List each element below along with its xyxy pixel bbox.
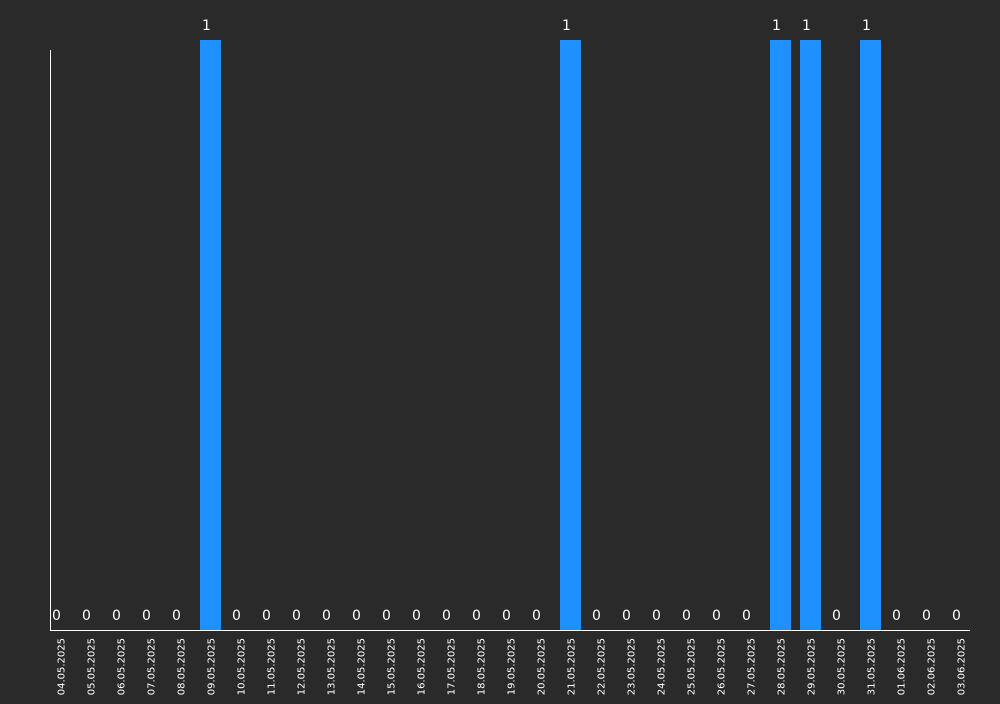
bar-value-label: 0 [742, 608, 751, 624]
x-tick-label: 17.05.2025 [447, 638, 458, 695]
x-tick-label: 01.06.2025 [897, 638, 908, 695]
bar-value-label: 0 [322, 608, 331, 624]
x-tick-label: 02.06.2025 [927, 638, 938, 695]
x-tick-label: 18.05.2025 [477, 638, 488, 695]
bar-value-label: 0 [922, 608, 931, 624]
x-tick-label: 04.05.2025 [57, 638, 68, 695]
bar-value-label: 0 [592, 608, 601, 624]
value-labels-layer: 0 0 0 0 0 1 0 0 0 0 0 0 0 0 0 0 0 1 0 0 0 0 0 0 1 1 0 1 0 0 0 [52, 18, 961, 624]
bar-value-label: 0 [262, 608, 271, 624]
bar-value-label: 0 [82, 608, 91, 624]
bar [860, 40, 881, 630]
x-tick-label: 15.05.2025 [387, 638, 398, 695]
bar [800, 40, 821, 630]
bar [200, 40, 221, 630]
bar [770, 40, 791, 630]
x-tick-label: 23.05.2025 [627, 638, 638, 695]
x-tick-label: 19.05.2025 [507, 638, 518, 695]
bar-value-label: 0 [232, 608, 241, 624]
x-tick-label: 29.05.2025 [807, 638, 818, 695]
bar-value-label: 0 [622, 608, 631, 624]
x-tick-label: 14.05.2025 [357, 638, 368, 695]
bar-value-label: 1 [562, 18, 571, 34]
bar-value-label: 0 [532, 608, 541, 624]
bar-value-label: 0 [172, 608, 181, 624]
x-tick-label: 26.05.2025 [717, 638, 728, 695]
bar-value-label: 0 [352, 608, 361, 624]
x-tick-label: 28.05.2025 [777, 638, 788, 695]
bar-value-label: 1 [772, 18, 781, 34]
x-tick-label: 30.05.2025 [837, 638, 848, 695]
bar-value-label: 1 [862, 18, 871, 34]
x-tick-label: 31.05.2025 [867, 638, 878, 695]
x-tick-label: 10.05.2025 [237, 638, 248, 695]
bar-value-label: 1 [802, 18, 811, 34]
bar-value-label: 0 [472, 608, 481, 624]
bar-value-label: 0 [382, 608, 391, 624]
x-tick-label: 16.05.2025 [417, 638, 428, 695]
x-tick-label: 22.05.2025 [597, 638, 608, 695]
x-tick-label: 07.05.2025 [147, 638, 158, 695]
x-tick-label: 06.05.2025 [117, 638, 128, 695]
bar-value-label: 0 [832, 608, 841, 624]
x-tick-label: 11.05.2025 [267, 638, 278, 695]
x-tick-label: 24.05.2025 [657, 638, 668, 695]
x-tick-label: 03.06.2025 [957, 638, 968, 695]
bar-value-label: 0 [112, 608, 121, 624]
bar [560, 40, 581, 630]
bar-value-label: 0 [892, 608, 901, 624]
bars-layer [200, 40, 881, 630]
bar-value-label: 0 [142, 608, 151, 624]
bar-value-label: 0 [952, 608, 961, 624]
bar-value-label: 0 [442, 608, 451, 624]
x-tick-label: 05.05.2025 [87, 638, 98, 695]
bar-value-label: 0 [52, 608, 61, 624]
x-tick-labels-layer: 04.05.2025 05.05.2025 06.05.2025 07.05.2025… [57, 638, 968, 695]
bar-value-label: 0 [502, 608, 511, 624]
x-tick-label: 12.05.2025 [297, 638, 308, 695]
x-tick-label: 09.05.2025 [207, 638, 218, 695]
bar-value-label: 0 [712, 608, 721, 624]
bar-value-label: 1 [202, 18, 211, 34]
bar-value-label: 0 [682, 608, 691, 624]
x-tick-label: 13.05.2025 [327, 638, 338, 695]
x-tick-label: 21.05.2025 [567, 638, 578, 695]
bar-value-label: 0 [292, 608, 301, 624]
x-tick-label: 08.05.2025 [177, 638, 188, 695]
bar-value-label: 0 [652, 608, 661, 624]
x-tick-label: 27.05.2025 [747, 638, 758, 695]
bar-value-label: 0 [412, 608, 421, 624]
x-tick-label: 25.05.2025 [687, 638, 698, 695]
x-tick-label: 20.05.2025 [537, 638, 548, 695]
